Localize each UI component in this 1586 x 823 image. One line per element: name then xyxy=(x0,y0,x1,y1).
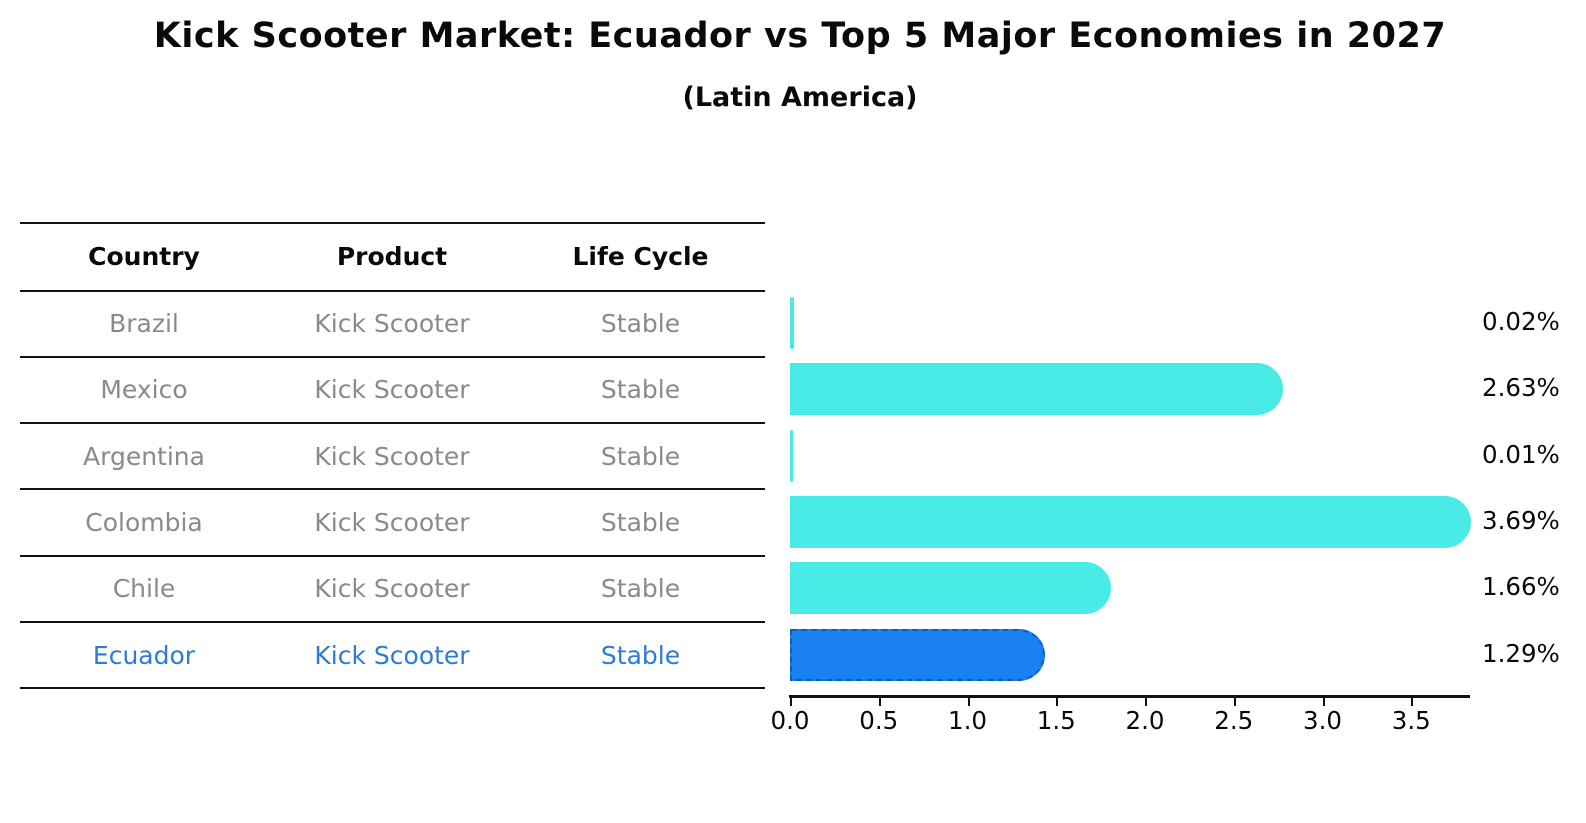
table-row: Colombia Kick Scooter Stable xyxy=(20,490,765,557)
country-cell: Colombia xyxy=(85,508,203,538)
x-axis-tick-label: 0.0 xyxy=(770,706,810,735)
bar-colombia xyxy=(790,496,1471,549)
bar-mexico xyxy=(790,363,1283,416)
table-header-row: Country Product Life Cycle xyxy=(20,224,765,292)
x-axis-tick xyxy=(967,697,970,706)
chart-subtitle: (Latin America) xyxy=(682,82,918,113)
x-axis-tick xyxy=(1411,697,1414,706)
x-axis-tick-label: 1.0 xyxy=(948,706,987,735)
product-cell: Kick Scooter xyxy=(314,375,470,405)
country-table: Country Product Life Cycle Brazil Kick Sc… xyxy=(20,222,765,690)
x-axis-tick xyxy=(790,697,793,706)
country-cell: Brazil xyxy=(109,309,179,339)
x-axis-tick xyxy=(1233,697,1236,706)
x-axis-tick-label: 3.0 xyxy=(1303,706,1342,735)
value-label: 2.63% xyxy=(1482,373,1560,403)
x-axis-tick-label: 2.5 xyxy=(1214,706,1254,735)
country-cell: Ecuador xyxy=(92,640,196,670)
value-label: 1.66% xyxy=(1482,572,1560,602)
table-row: Chile Kick Scooter Stable xyxy=(20,557,765,623)
table-row: Brazil Kick Scooter Stable xyxy=(20,292,765,358)
product-cell: Kick Scooter xyxy=(314,640,470,670)
x-axis-tick xyxy=(1322,697,1325,706)
bar-chile xyxy=(790,562,1111,615)
value-label: 0.02% xyxy=(1482,307,1560,337)
x-axis-tick xyxy=(878,697,881,706)
value-label: 1.29% xyxy=(1482,638,1560,668)
life-cycle-cell: Stable xyxy=(600,441,681,471)
table-row: Argentina Kick Scooter Stable xyxy=(20,424,765,491)
x-axis-tick-label: 2.0 xyxy=(1125,706,1165,735)
product-cell: Kick Scooter xyxy=(314,309,470,339)
x-axis-line xyxy=(789,695,1470,698)
x-axis-tick-label: 1.5 xyxy=(1036,706,1076,735)
bar-argentina xyxy=(790,429,793,482)
life-cycle-cell: Stable xyxy=(600,309,681,339)
life-cycle-cell: Stable xyxy=(600,508,681,538)
product-cell: Kick Scooter xyxy=(314,441,470,471)
value-label: 0.01% xyxy=(1482,439,1560,469)
column-header-country: Country xyxy=(88,242,200,272)
product-cell: Kick Scooter xyxy=(314,574,470,604)
life-cycle-cell: Stable xyxy=(600,574,681,604)
country-cell: Chile xyxy=(112,574,176,604)
country-cell: Mexico xyxy=(100,375,188,405)
x-axis-tick xyxy=(1056,697,1059,706)
x-axis-tick-label: 0.5 xyxy=(859,706,899,735)
x-axis-tick xyxy=(1145,697,1148,706)
column-header-life-cycle: Life Cycle xyxy=(572,242,709,272)
bar-highlight-ecuador xyxy=(790,628,1045,681)
chart-title: Kick Scooter Market: Ecuador vs Top 5 Ma… xyxy=(153,16,1447,56)
table-row: Mexico Kick Scooter Stable xyxy=(20,358,765,425)
bar-brazil xyxy=(790,297,794,350)
x-axis-tick-label: 3.5 xyxy=(1391,706,1431,735)
value-label: 3.69% xyxy=(1482,506,1560,536)
table-row: Ecuador Kick Scooter Stable xyxy=(20,623,765,690)
life-cycle-cell: Stable xyxy=(600,640,681,670)
life-cycle-cell: Stable xyxy=(600,375,681,405)
country-cell: Argentina xyxy=(83,441,205,471)
column-header-product: Product xyxy=(336,242,448,272)
product-cell: Kick Scooter xyxy=(314,508,470,538)
